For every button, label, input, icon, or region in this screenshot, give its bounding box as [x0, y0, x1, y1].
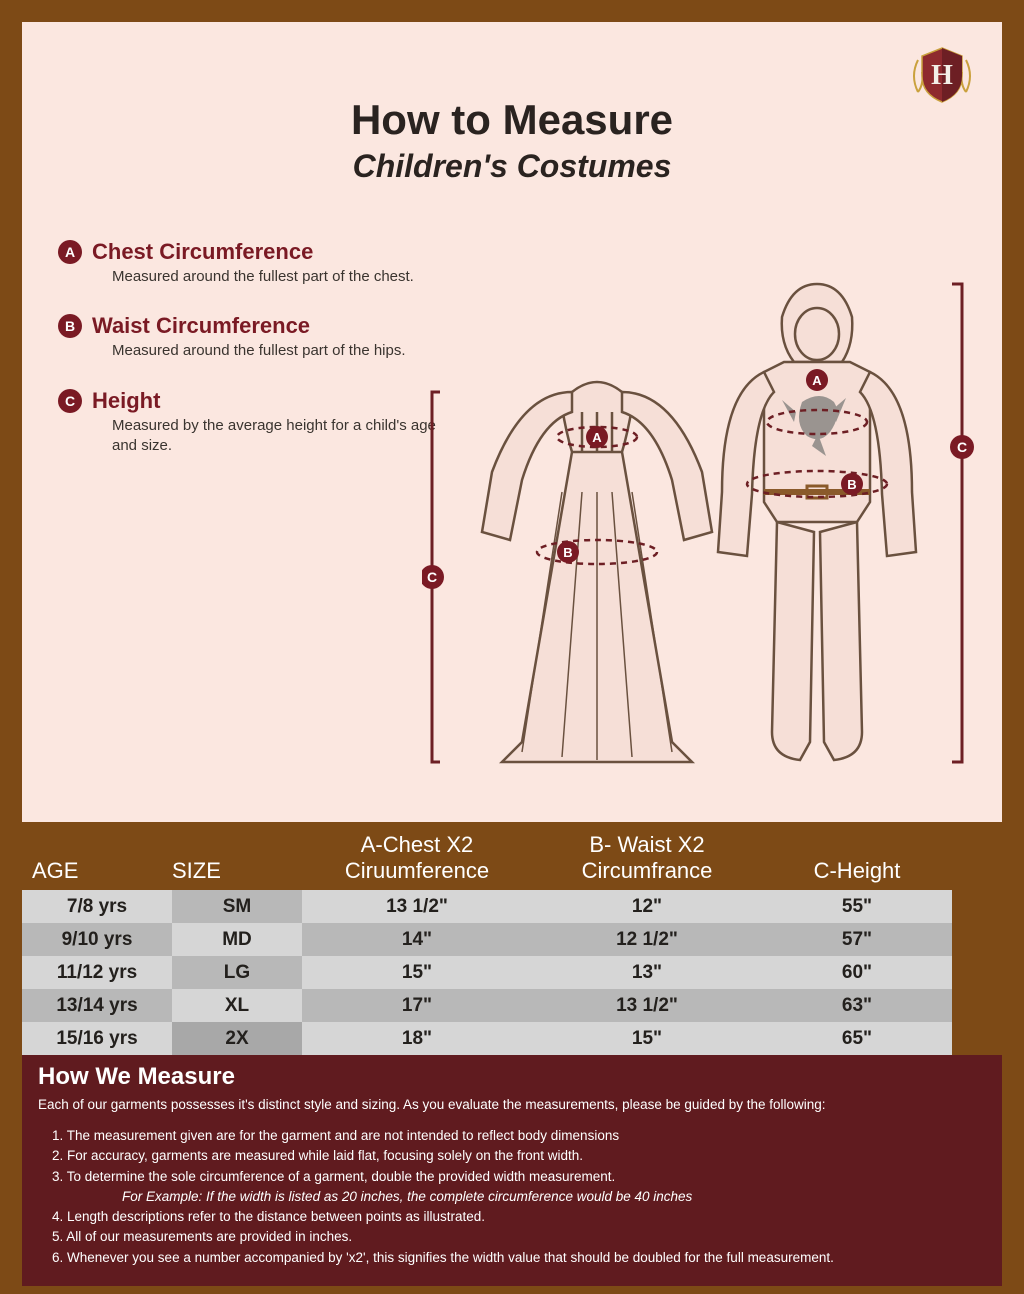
cell-height: 60" — [762, 956, 952, 989]
cell-height: 55" — [762, 890, 952, 923]
brand-logo: H — [906, 40, 978, 112]
badge-c: C — [58, 389, 82, 413]
header-size: SIZE — [172, 858, 302, 884]
cell-waist: 13 1/2" — [532, 989, 762, 1022]
svg-text:C: C — [957, 439, 967, 455]
svg-text:A: A — [592, 430, 602, 445]
header-chest: A-Chest X2 Ciruumference — [302, 832, 532, 884]
header-height: C-Height — [762, 858, 952, 884]
cell-chest: 13 1/2" — [302, 890, 532, 923]
table-body: 7/8 yrsSM13 1/2"12"55"9/10 yrsMD14"12 1/… — [22, 890, 1002, 1055]
cell-waist: 12 1/2" — [532, 923, 762, 956]
badge-b: B — [58, 314, 82, 338]
footer-list: 1. The measurement given are for the gar… — [38, 1126, 986, 1268]
definition-height: C Height Measured by the average height … — [58, 388, 438, 457]
definition-desc: Measured by the average height for a chi… — [112, 416, 438, 457]
cell-chest: 18" — [302, 1022, 532, 1055]
cell-size: 2X — [172, 1022, 302, 1055]
cell-chest: 15" — [302, 956, 532, 989]
svg-text:B: B — [847, 477, 856, 492]
table-row: 15/16 yrs2X18"15"65" — [22, 1022, 1002, 1055]
table-header-row: AGE SIZE A-Chest X2 Ciruumference B- Wai… — [22, 828, 1002, 890]
table-row: 7/8 yrsSM13 1/2"12"55" — [22, 890, 1002, 923]
cell-chest: 14" — [302, 923, 532, 956]
table-row: 9/10 yrsMD14"12 1/2"57" — [22, 923, 1002, 956]
definition-title: Waist Circumference — [92, 313, 310, 339]
definition-title: Height — [92, 388, 160, 414]
svg-text:B: B — [563, 545, 572, 560]
how-we-measure-footer: How We Measure Each of our garments poss… — [22, 1055, 1002, 1286]
cell-waist: 12" — [532, 890, 762, 923]
footer-item: 5. All of our measurements are provided … — [52, 1227, 986, 1247]
cell-age: 11/12 yrs — [22, 956, 172, 989]
definition-waist: B Waist Circumference Measured around th… — [58, 313, 438, 361]
size-table: AGE SIZE A-Chest X2 Ciruumference B- Wai… — [22, 822, 1002, 1055]
table-row: 11/12 yrsLG15"13"60" — [22, 956, 1002, 989]
footer-item: 2. For accuracy, garments are measured w… — [52, 1146, 986, 1166]
svg-text:C: C — [427, 569, 437, 585]
footer-example: For Example: If the width is listed as 2… — [52, 1187, 986, 1207]
definition-chest: A Chest Circumference Measured around th… — [58, 239, 438, 287]
page-subtitle: Children's Costumes — [52, 148, 972, 185]
cell-size: XL — [172, 989, 302, 1022]
cell-size: SM — [172, 890, 302, 923]
cell-waist: 15" — [532, 1022, 762, 1055]
header-waist: B- Waist X2 Circumfrance — [532, 832, 762, 884]
cell-size: MD — [172, 923, 302, 956]
outer-frame: H How to Measure Children's Costumes A C… — [0, 0, 1024, 1294]
cell-height: 57" — [762, 923, 952, 956]
table-row: 13/14 yrsXL17"13 1/2"63" — [22, 989, 1002, 1022]
cell-age: 15/16 yrs — [22, 1022, 172, 1055]
definition-desc: Measured around the fullest part of the … — [112, 341, 438, 361]
footer-title: How We Measure — [38, 1063, 986, 1091]
svg-text:A: A — [812, 373, 822, 388]
footer-item: 6. Whenever you see a number accompanied… — [52, 1248, 986, 1268]
cell-height: 65" — [762, 1022, 952, 1055]
page-title: How to Measure — [52, 96, 972, 144]
logo-letter: H — [931, 60, 953, 91]
cell-waist: 13" — [532, 956, 762, 989]
cell-age: 9/10 yrs — [22, 923, 172, 956]
footer-item: 3. To determine the sole circumference o… — [52, 1167, 986, 1187]
cell-height: 63" — [762, 989, 952, 1022]
cell-chest: 17" — [302, 989, 532, 1022]
cell-age: 13/14 yrs — [22, 989, 172, 1022]
badge-a: A — [58, 240, 82, 264]
footer-item: 1. The measurement given are for the gar… — [52, 1126, 986, 1146]
footer-item: 4. Length descriptions refer to the dist… — [52, 1207, 986, 1227]
top-panel: H How to Measure Children's Costumes A C… — [22, 22, 1002, 822]
header-age: AGE — [22, 858, 172, 884]
cell-age: 7/8 yrs — [22, 890, 172, 923]
definition-title: Chest Circumference — [92, 239, 313, 265]
costume-diagram: A B C — [422, 272, 982, 792]
definition-desc: Measured around the fullest part of the … — [112, 267, 438, 287]
cell-size: LG — [172, 956, 302, 989]
footer-intro: Each of our garments possesses it's dist… — [38, 1097, 986, 1112]
